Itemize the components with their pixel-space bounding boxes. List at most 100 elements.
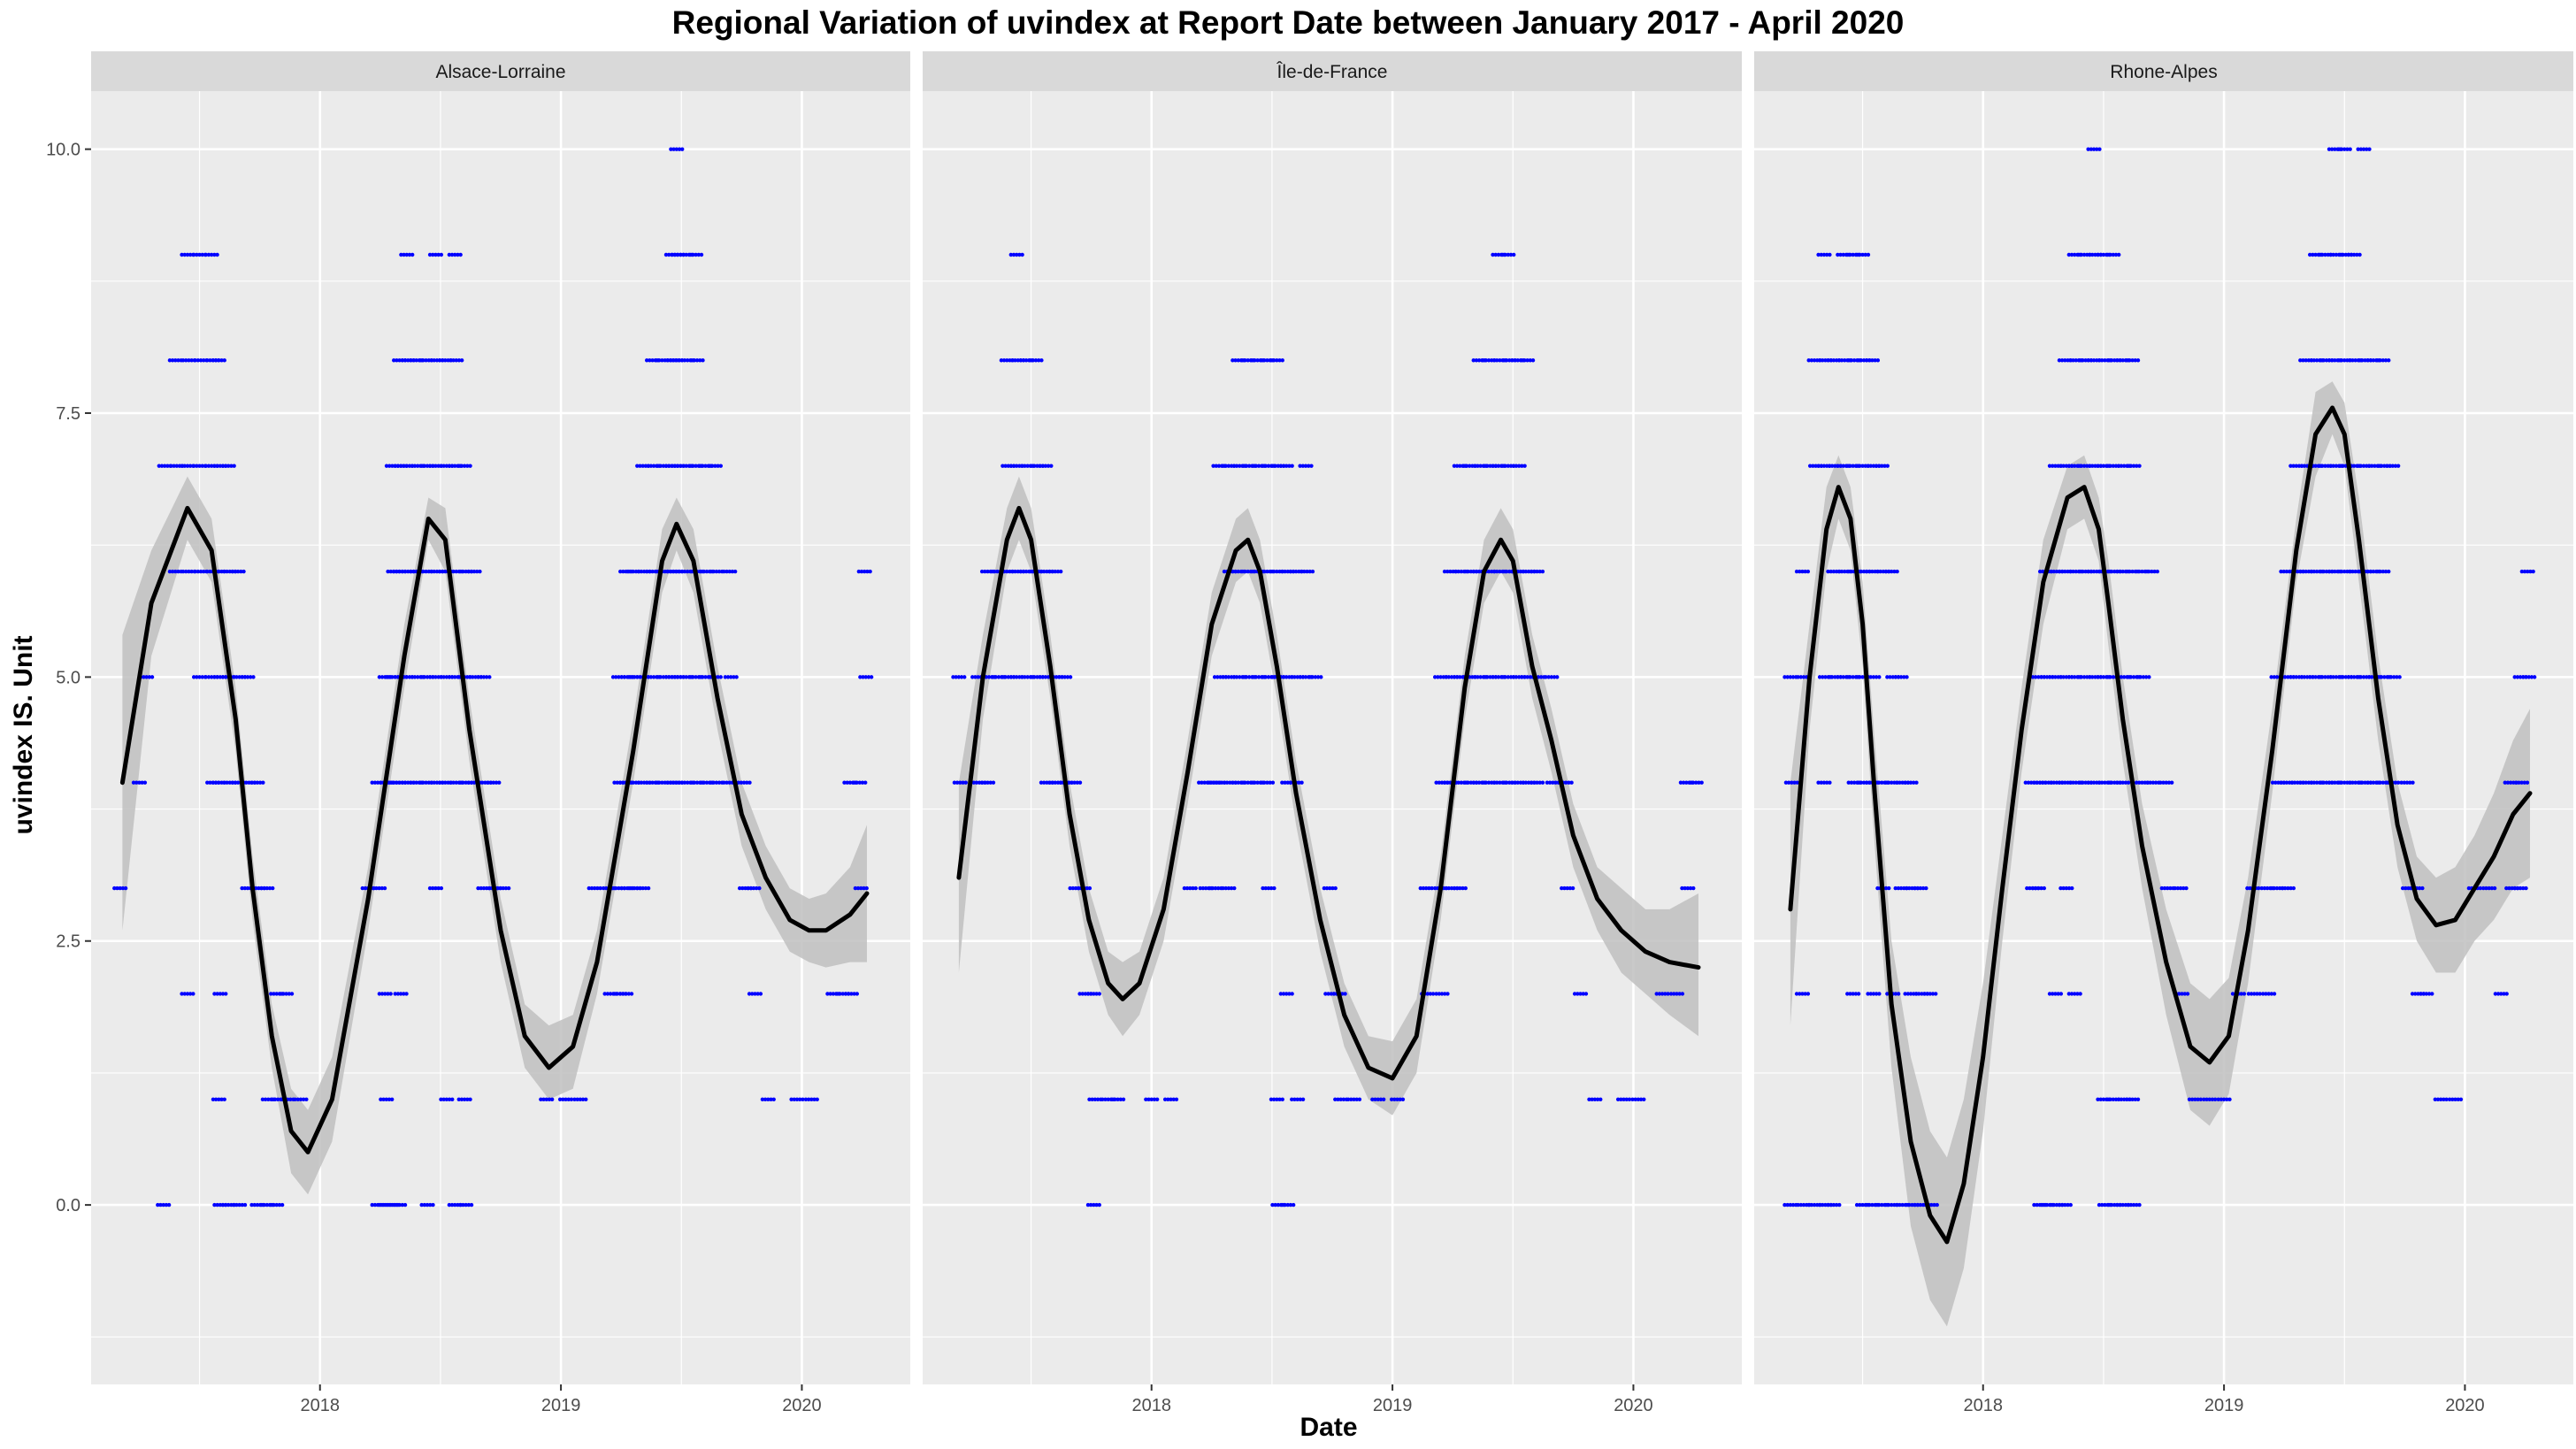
- data-point: [2342, 569, 2347, 574]
- data-point: [1236, 569, 1240, 574]
- data-point: [2025, 886, 2029, 891]
- data-point: [2071, 569, 2075, 574]
- data-point: [1794, 992, 1799, 996]
- data-point: [2064, 886, 2069, 891]
- data-point: [1821, 464, 1827, 468]
- data-point: [421, 780, 426, 785]
- data-point: [1913, 992, 1919, 996]
- data-point: [1817, 1202, 1822, 1208]
- data-point: [1914, 780, 1919, 785]
- data-point: [2037, 569, 2043, 574]
- data-point: [2079, 675, 2084, 679]
- data-point: [1688, 780, 1693, 785]
- data-point: [418, 780, 423, 785]
- data-point: [2042, 886, 2046, 891]
- data-point: [185, 992, 190, 996]
- data-point: [2111, 252, 2116, 257]
- data-point: [864, 886, 869, 891]
- data-point: [2371, 780, 2376, 785]
- data-point: [665, 569, 670, 574]
- data-point: [498, 886, 502, 891]
- data-point: [2108, 252, 2112, 257]
- data-point: [2314, 780, 2319, 785]
- data-point: [2370, 464, 2374, 468]
- data-point: [415, 675, 420, 679]
- data-point: [803, 1097, 809, 1101]
- data-point: [173, 358, 178, 363]
- data-point: [1806, 358, 1811, 363]
- y-tick-label: 5.0: [56, 668, 80, 687]
- x-tick-label: 2019: [1373, 1396, 1413, 1415]
- data-point: [1859, 569, 1864, 574]
- data-point: [2100, 1202, 2104, 1208]
- data-point: [838, 992, 842, 996]
- data-point: [1459, 569, 1464, 574]
- data-point: [440, 780, 445, 785]
- data-point: [1578, 992, 1583, 996]
- data-point: [2301, 358, 2305, 363]
- data-point: [713, 464, 717, 468]
- data-point: [2321, 780, 2326, 785]
- panel-background: [91, 91, 910, 1384]
- data-point: [1072, 780, 1077, 785]
- data-point: [1788, 1202, 1793, 1208]
- data-point: [1000, 464, 1005, 468]
- data-point: [165, 464, 170, 468]
- data-point: [428, 1202, 433, 1208]
- data-point: [388, 780, 393, 785]
- data-point: [2376, 464, 2381, 468]
- data-point: [1444, 886, 1448, 891]
- data-point: [701, 675, 705, 679]
- data-point: [464, 1202, 468, 1208]
- data-point: [2078, 780, 2082, 785]
- data-point: [1246, 464, 1252, 468]
- data-point: [272, 1097, 278, 1101]
- data-point: [2348, 780, 2352, 785]
- data-point: [1839, 569, 1844, 574]
- data-point: [1520, 675, 1524, 679]
- data-point: [1525, 358, 1530, 363]
- data-point: [259, 886, 264, 891]
- data-point: [2291, 886, 2296, 891]
- data-point: [677, 147, 682, 151]
- data-point: [1922, 992, 1927, 996]
- data-point: [1095, 1097, 1100, 1101]
- data-point: [402, 252, 406, 257]
- data-point: [1846, 569, 1851, 574]
- data-point: [2346, 675, 2350, 679]
- data-point: [205, 780, 210, 785]
- data-point: [112, 886, 117, 891]
- data-point: [1338, 1097, 1343, 1101]
- data-point: [639, 569, 644, 574]
- data-point: [1270, 1202, 1275, 1208]
- data-point: [1278, 992, 1284, 996]
- data-point: [427, 252, 433, 257]
- data-point: [2383, 358, 2388, 363]
- data-point: [1438, 675, 1443, 679]
- data-point: [1452, 886, 1457, 891]
- data-point: [1590, 1097, 1594, 1101]
- data-point: [2143, 569, 2149, 574]
- data-point: [185, 464, 190, 468]
- data-point: [1503, 675, 1507, 679]
- data-point: [1278, 464, 1284, 468]
- data-point: [1506, 675, 1511, 679]
- data-point: [1266, 675, 1271, 679]
- data-point: [2358, 252, 2362, 257]
- data-point: [1675, 992, 1679, 996]
- data-point: [1826, 1202, 1830, 1208]
- data-point: [697, 675, 702, 679]
- data-point: [372, 886, 376, 891]
- data-point: [410, 252, 415, 257]
- data-point: [656, 675, 660, 679]
- data-point: [1265, 780, 1269, 785]
- data-point: [1277, 358, 1282, 363]
- data-point: [2283, 675, 2288, 679]
- data-point: [1418, 886, 1423, 891]
- data-point: [1287, 464, 1292, 468]
- data-point: [1003, 675, 1008, 679]
- data-point: [1336, 1097, 1340, 1101]
- data-point: [1193, 886, 1198, 891]
- data-point: [421, 358, 426, 363]
- data-point: [1226, 464, 1231, 468]
